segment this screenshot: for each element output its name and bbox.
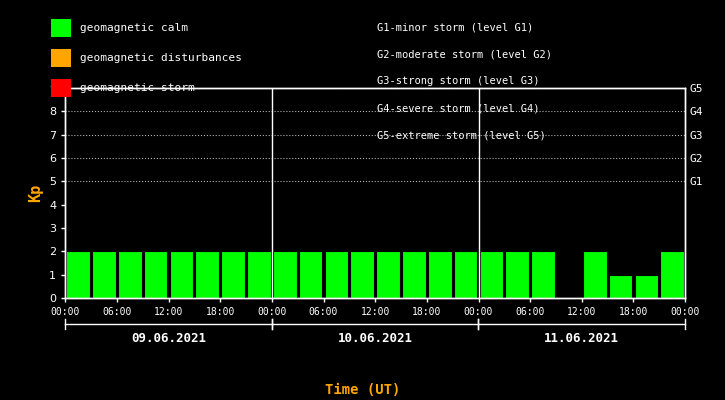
Text: geomagnetic disturbances: geomagnetic disturbances: [80, 53, 241, 63]
Text: G1-minor storm (level G1): G1-minor storm (level G1): [377, 22, 534, 32]
Bar: [170, 251, 194, 298]
Bar: [247, 251, 271, 298]
Text: geomagnetic storm: geomagnetic storm: [80, 83, 194, 93]
Text: G4-severe storm (level G4): G4-severe storm (level G4): [377, 104, 539, 114]
Text: 11.06.2021: 11.06.2021: [544, 332, 619, 344]
Bar: [92, 251, 116, 298]
Y-axis label: Kp: Kp: [28, 184, 44, 202]
Bar: [299, 251, 323, 298]
Text: geomagnetic calm: geomagnetic calm: [80, 23, 188, 33]
Bar: [376, 251, 400, 298]
Text: G3-strong storm (level G3): G3-strong storm (level G3): [377, 76, 539, 86]
Bar: [454, 251, 478, 298]
Bar: [583, 251, 607, 298]
Text: G5-extreme storm (level G5): G5-extreme storm (level G5): [377, 131, 546, 141]
Bar: [273, 251, 297, 298]
Text: 10.06.2021: 10.06.2021: [338, 332, 413, 344]
Bar: [609, 275, 632, 298]
Text: 09.06.2021: 09.06.2021: [131, 332, 206, 344]
Bar: [350, 251, 374, 298]
Bar: [325, 251, 348, 298]
Bar: [221, 251, 245, 298]
Bar: [505, 251, 529, 298]
Bar: [660, 251, 684, 298]
Bar: [479, 251, 503, 298]
Bar: [634, 275, 658, 298]
Bar: [66, 251, 90, 298]
Bar: [144, 251, 167, 298]
Text: G2-moderate storm (level G2): G2-moderate storm (level G2): [377, 49, 552, 59]
Bar: [531, 251, 555, 298]
Text: Time (UT): Time (UT): [325, 383, 400, 397]
Bar: [428, 251, 452, 298]
Bar: [402, 251, 426, 298]
Bar: [118, 251, 141, 298]
Bar: [196, 251, 219, 298]
